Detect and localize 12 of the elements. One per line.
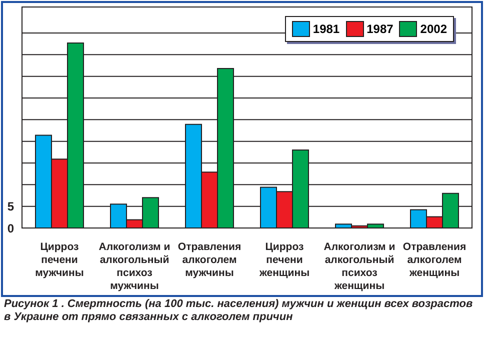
legend-label: 1987 <box>366 21 394 37</box>
y-tick-label: 5 <box>7 200 14 214</box>
x-tick-label: Алкоголизм и алкогольный психоз мужчины <box>98 241 170 292</box>
x-tick-label: Цирроз печени мужчины <box>35 241 84 279</box>
x-tick-label: Отравления алкоголем мужчины <box>178 241 242 279</box>
x-tick-label: Алкоголизм и алкогольный психоз женщины <box>324 241 396 292</box>
y-tick-label: 0 <box>7 221 14 236</box>
legend-label: 2002 <box>419 21 447 37</box>
x-tick-label: Отравления алкоголем женщины <box>402 241 466 279</box>
legend-label: 1981 <box>312 21 340 37</box>
text: Рисунок 1 . Смертность (на 100 тыс. населения) мужчин и женщин всех возрастов в Украине от прямо связанных с алкоголем причин <box>4 298 474 324</box>
x-tick-label: Цирроз печени женщины <box>258 241 310 279</box>
